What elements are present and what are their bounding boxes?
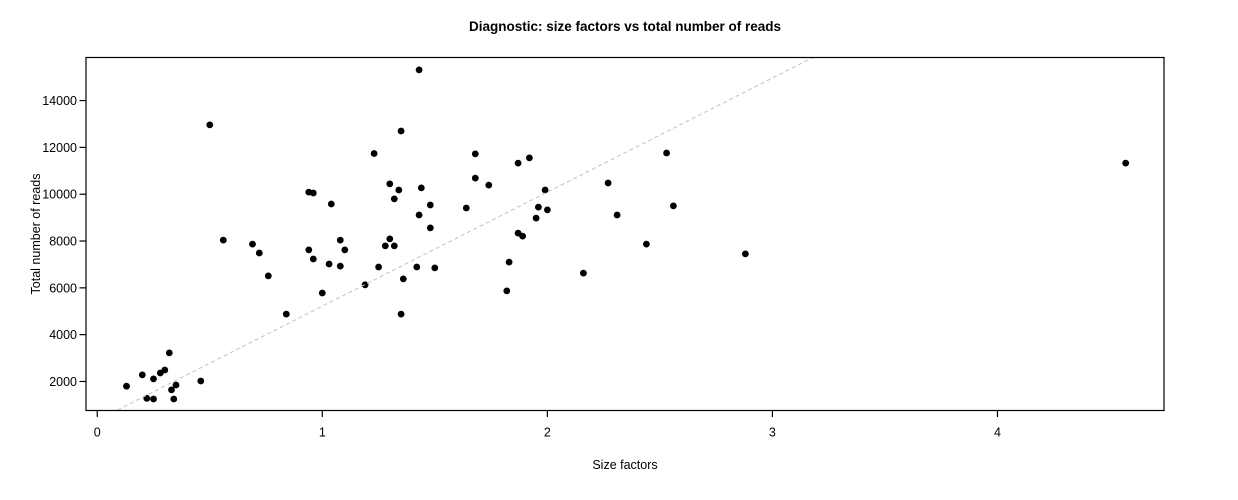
data-point <box>249 240 256 248</box>
data-point <box>604 179 612 187</box>
data-point <box>514 159 522 167</box>
x-axis: 0 1 2 3 4 <box>94 410 1001 440</box>
data-point <box>325 260 333 268</box>
data-point <box>264 272 272 280</box>
data-point <box>150 395 157 403</box>
x-tick-label: 0 <box>94 426 101 440</box>
data-point <box>1122 159 1130 167</box>
data-point <box>742 250 749 258</box>
data-point <box>361 281 369 289</box>
data-point <box>471 150 479 158</box>
data-point <box>386 180 394 188</box>
data-point <box>541 186 549 194</box>
data-point <box>370 150 378 157</box>
data-point <box>431 264 439 272</box>
data-point <box>318 289 326 297</box>
x-tick-label: 3 <box>769 426 776 440</box>
data-point <box>172 381 180 389</box>
data-point <box>381 242 389 250</box>
data-point <box>580 269 587 277</box>
y-axis-label: Total number of reads <box>29 174 43 295</box>
data-point <box>426 201 434 209</box>
data-point <box>341 246 349 254</box>
data-point <box>415 211 423 219</box>
data-point <box>417 184 425 192</box>
y-tick-label: 14000 <box>42 94 77 108</box>
data-point <box>505 258 513 266</box>
y-tick-label: 12000 <box>42 141 77 155</box>
data-point <box>327 200 335 208</box>
data-point <box>168 386 175 394</box>
data-point <box>150 375 157 383</box>
data-point <box>390 195 398 203</box>
data-point <box>532 214 540 222</box>
data-point <box>305 246 313 254</box>
data-point <box>282 310 290 318</box>
dashed-fit-line <box>117 57 814 411</box>
y-tick-label: 2000 <box>49 375 77 389</box>
plot-border <box>85 56 1165 412</box>
data-point <box>309 189 317 197</box>
data-point <box>485 181 493 189</box>
data-point <box>138 371 146 379</box>
y-tick-label: 6000 <box>49 281 77 295</box>
data-point <box>219 236 227 244</box>
y-tick-label: 10000 <box>42 188 77 202</box>
data-point <box>471 174 479 182</box>
y-tick-label: 4000 <box>49 328 77 342</box>
data-point <box>395 186 403 194</box>
data-point <box>544 206 551 214</box>
x-axis-label: Size factors <box>592 458 657 472</box>
data-point <box>386 235 394 243</box>
data-point <box>415 66 423 74</box>
data-point <box>123 382 130 390</box>
data-point <box>375 263 382 271</box>
data-point <box>413 263 421 271</box>
y-tick-label: 8000 <box>49 235 77 249</box>
x-tick-label: 4 <box>994 426 1001 440</box>
data-point <box>526 154 533 162</box>
data-point <box>397 127 405 135</box>
data-points <box>123 66 1130 403</box>
data-point <box>503 287 511 295</box>
data-point <box>197 377 205 385</box>
data-point <box>535 203 542 211</box>
data-point <box>161 366 169 374</box>
data-point <box>336 262 344 270</box>
data-point <box>165 349 173 357</box>
data-point <box>397 310 405 318</box>
data-point <box>426 224 434 232</box>
data-point <box>462 204 470 212</box>
data-point <box>519 232 526 240</box>
data-point <box>613 211 621 219</box>
data-point <box>399 275 407 283</box>
data-point <box>643 240 650 248</box>
data-point <box>336 236 344 244</box>
data-point <box>670 202 677 210</box>
chart-title: Diagnostic: size factors vs total number… <box>469 19 781 34</box>
data-point <box>206 121 214 129</box>
y-axis: 2000 4000 6000 8000 10000 12000 14000 <box>42 94 86 389</box>
reference-line <box>117 57 814 411</box>
data-point <box>255 249 263 257</box>
x-tick-label: 2 <box>544 426 551 440</box>
data-point <box>309 255 317 263</box>
data-point <box>663 149 670 157</box>
data-point <box>390 242 398 250</box>
data-point <box>170 395 178 403</box>
x-tick-label: 1 <box>319 426 326 440</box>
